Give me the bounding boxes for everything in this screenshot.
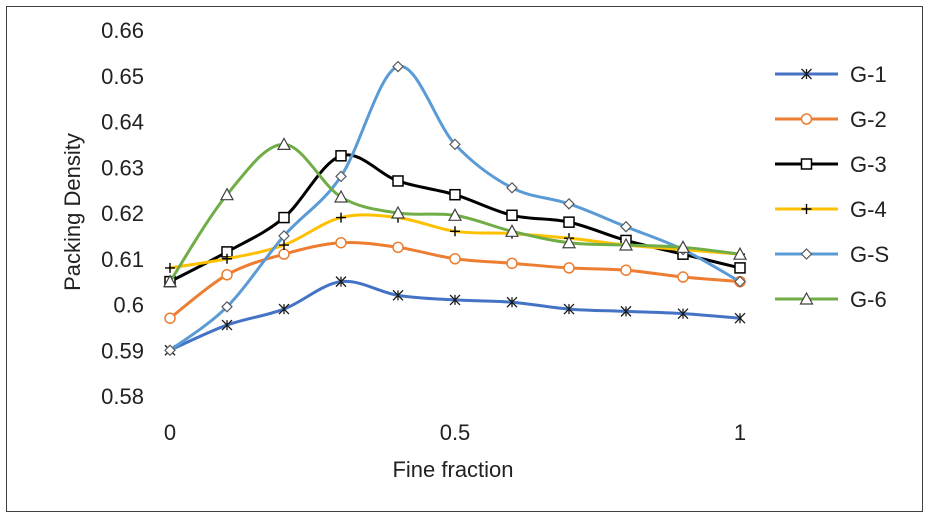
data-point-g-6 xyxy=(732,246,748,260)
legend-entry-g-4: G-4 xyxy=(775,197,887,222)
legend-marker-g-1 xyxy=(801,68,812,80)
data-point-g-3 xyxy=(392,175,404,187)
data-point-g-1 xyxy=(449,294,461,306)
data-point-g-s xyxy=(278,230,290,242)
data-point-g-4 xyxy=(450,226,460,237)
data-point-g-6 xyxy=(675,240,691,253)
series-g-1 xyxy=(164,276,746,356)
legend-entry-g-6: G-6 xyxy=(775,287,887,312)
legend-label-g-6: G-6 xyxy=(850,287,887,312)
data-point-g-4 xyxy=(165,262,175,273)
x-axis-label: Fine fraction xyxy=(392,457,513,482)
series-group xyxy=(162,60,748,357)
data-point-g-1 xyxy=(677,308,689,320)
legend-label-g-s: G-S xyxy=(850,242,889,267)
data-point-g-4 xyxy=(336,212,346,223)
legend-label-g-4: G-4 xyxy=(850,197,887,222)
data-point-g-2 xyxy=(677,271,689,283)
y-tick-label: 0.6 xyxy=(113,293,144,318)
data-point-g-2 xyxy=(449,253,461,265)
data-point-g-3 xyxy=(335,150,347,162)
data-point-g-1 xyxy=(734,312,746,324)
y-tick-label: 0.59 xyxy=(101,338,144,363)
data-point-g-3 xyxy=(449,188,461,201)
legend-entry-g-2: G-2 xyxy=(775,107,887,132)
data-point-g-6 xyxy=(504,224,520,237)
data-point-g-s xyxy=(506,181,518,194)
legend-marker-g-2 xyxy=(800,113,813,125)
data-point-g-6 xyxy=(219,187,235,201)
data-point-g-3 xyxy=(563,216,575,228)
y-tick-label: 0.66 xyxy=(101,18,144,43)
legend-marker-g-3 xyxy=(800,158,813,170)
data-point-g-2 xyxy=(506,257,518,270)
data-point-g-6 xyxy=(276,137,292,150)
x-tick-label: 1 xyxy=(734,420,746,445)
data-point-g-3 xyxy=(278,211,290,224)
legend-label-g-3: G-3 xyxy=(850,152,887,177)
data-point-g-s xyxy=(335,170,347,183)
y-tick-label: 0.58 xyxy=(101,384,144,409)
data-point-g-2 xyxy=(278,248,290,260)
data-point-g-1 xyxy=(278,303,290,315)
legend-entry-g-3: G-3 xyxy=(775,152,887,177)
x-tick-label: 0 xyxy=(164,420,176,445)
data-point-g-s xyxy=(392,60,404,73)
data-point-g-2 xyxy=(164,312,176,324)
data-point-g-2 xyxy=(392,241,404,254)
y-tick-label: 0.63 xyxy=(101,155,144,180)
series-line-g-3 xyxy=(168,153,742,284)
data-point-g-6 xyxy=(618,237,634,251)
legend: G-1 G-2 G-3 G-4 G-S G-6 xyxy=(775,62,889,312)
series-g-2 xyxy=(164,236,746,324)
data-point-g-3 xyxy=(734,262,746,274)
data-point-g-s xyxy=(734,275,746,288)
y-tick-label: 0.64 xyxy=(101,110,144,135)
data-point-g-4 xyxy=(222,253,232,264)
axes: 0.58 0.59 0.6 0.61 0.62 0.63 0.64 0.65 0.66 0 0.5 1 xyxy=(101,18,746,445)
data-point-g-s xyxy=(620,220,632,233)
series-g-6 xyxy=(162,137,748,288)
data-point-g-s xyxy=(221,300,233,313)
legend-marker-g-4 xyxy=(801,204,812,214)
legend-entry-g-s: G-S xyxy=(775,242,889,267)
series-line-g-1 xyxy=(168,279,742,352)
data-point-g-s xyxy=(164,344,176,357)
y-axis-label: Packing Density xyxy=(60,133,85,291)
legend-marker-g-s xyxy=(800,248,813,260)
series-line-g-6 xyxy=(168,142,742,284)
series-line-g-s xyxy=(168,65,742,352)
legend-marker-g-6 xyxy=(799,291,814,305)
data-point-g-1 xyxy=(221,319,233,331)
data-point-g-s xyxy=(563,198,575,210)
data-point-g-2 xyxy=(221,269,233,281)
data-point-g-2 xyxy=(563,262,575,274)
data-point-g-1 xyxy=(563,303,575,315)
y-tick-label: 0.62 xyxy=(101,201,144,226)
legend-label-g-1: G-1 xyxy=(850,62,887,87)
data-point-g-6 xyxy=(561,235,577,249)
data-point-g-1 xyxy=(506,296,518,308)
data-point-g-1 xyxy=(620,305,632,317)
data-point-g-6 xyxy=(390,205,406,219)
data-point-g-6 xyxy=(162,274,178,288)
data-point-g-3 xyxy=(506,209,518,222)
data-point-g-2 xyxy=(335,236,347,249)
y-tick-label: 0.61 xyxy=(101,247,144,272)
x-tick-label: 0.5 xyxy=(440,420,471,445)
legend-label-g-2: G-2 xyxy=(850,107,887,132)
data-point-g-2 xyxy=(620,264,632,276)
data-point-g-6 xyxy=(333,189,349,203)
data-point-g-s xyxy=(449,138,461,151)
data-point-g-1 xyxy=(392,289,404,301)
data-point-g-6 xyxy=(447,208,463,221)
y-tick-label: 0.65 xyxy=(101,64,144,89)
data-point-g-1 xyxy=(335,276,347,288)
legend-entry-g-1: G-1 xyxy=(775,62,887,87)
